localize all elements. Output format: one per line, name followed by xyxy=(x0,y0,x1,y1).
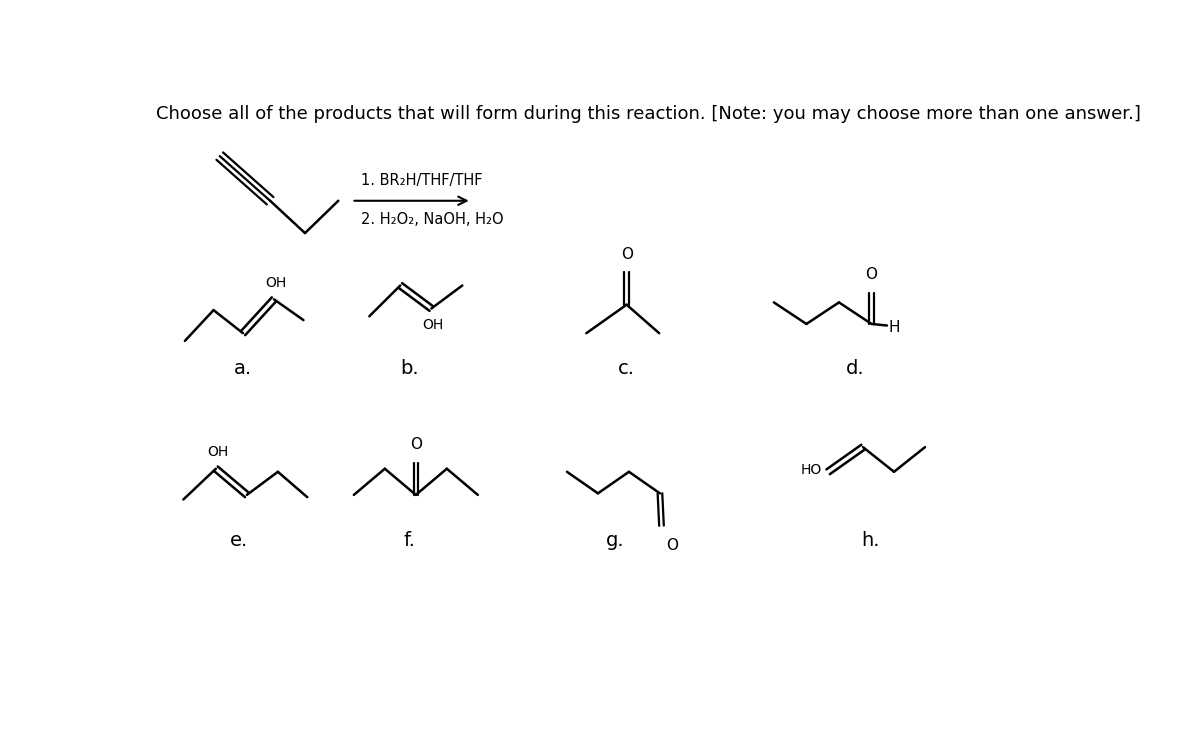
Text: g.: g. xyxy=(606,531,624,550)
Text: h.: h. xyxy=(862,531,880,550)
Text: OH: OH xyxy=(422,318,444,332)
Text: H: H xyxy=(888,321,900,336)
Text: a.: a. xyxy=(234,359,252,378)
Text: HO: HO xyxy=(800,464,822,477)
Text: 1. BR₂H/THF/THF: 1. BR₂H/THF/THF xyxy=(361,173,482,188)
Text: d.: d. xyxy=(846,359,864,378)
Text: O: O xyxy=(666,538,678,553)
Text: O: O xyxy=(865,267,877,282)
Text: e.: e. xyxy=(230,531,248,550)
Text: O: O xyxy=(410,437,422,452)
Text: b.: b. xyxy=(401,359,419,378)
Text: OH: OH xyxy=(206,445,228,458)
Text: c.: c. xyxy=(618,359,635,378)
Text: 2. H₂O₂, NaOH, H₂O: 2. H₂O₂, NaOH, H₂O xyxy=(361,212,504,227)
Text: Choose all of the products that will form during this reaction. [Note: you may c: Choose all of the products that will for… xyxy=(156,105,1141,123)
Text: O: O xyxy=(620,246,632,261)
Text: OH: OH xyxy=(265,276,286,290)
Text: f.: f. xyxy=(403,531,415,550)
